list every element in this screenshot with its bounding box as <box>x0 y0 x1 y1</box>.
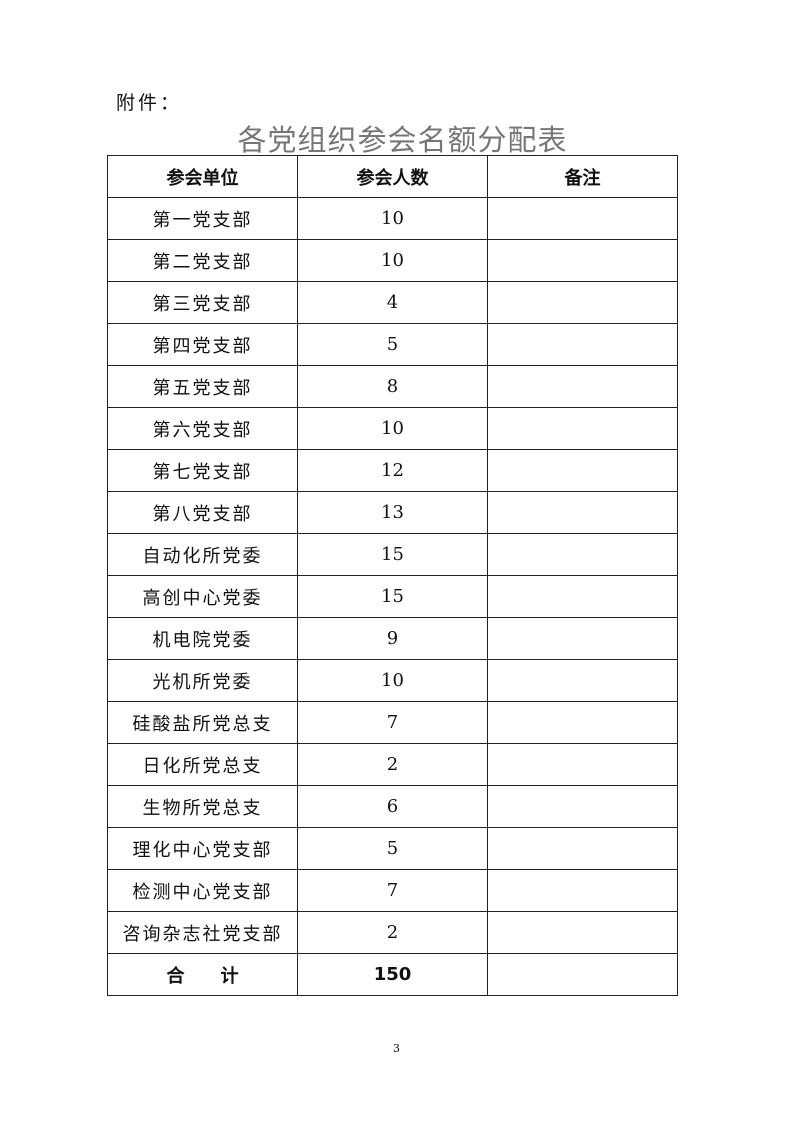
cell-note <box>487 743 678 786</box>
cell-count: 13 <box>297 491 488 534</box>
cell-count: 10 <box>297 197 488 240</box>
table-row: 检测中心党支部 7 <box>107 869 678 912</box>
cell-note <box>487 869 678 912</box>
quota-table: 参会单位 参会人数 备注 第一党支部 10 第二党支部 10 第三党支部 4 第四党支部 5 第… <box>107 155 678 996</box>
total-note <box>487 953 678 996</box>
header-unit: 参会单位 <box>107 155 298 198</box>
cell-note <box>487 323 678 366</box>
cell-unit: 第七党支部 <box>107 449 298 492</box>
cell-count: 7 <box>297 869 488 912</box>
cell-count: 9 <box>297 617 488 660</box>
table-row: 机电院党委 9 <box>107 617 678 660</box>
cell-note <box>487 197 678 240</box>
table-row: 日化所党总支 2 <box>107 743 678 786</box>
cell-note <box>487 827 678 870</box>
table-row: 第三党支部 4 <box>107 281 678 324</box>
table-row: 第六党支部 10 <box>107 407 678 450</box>
table-row: 第一党支部 10 <box>107 197 678 240</box>
cell-note <box>487 785 678 828</box>
cell-unit: 第三党支部 <box>107 281 298 324</box>
table-row: 生物所党总支 6 <box>107 785 678 828</box>
cell-count: 10 <box>297 407 488 450</box>
cell-unit: 自动化所党委 <box>107 533 298 576</box>
cell-unit: 生物所党总支 <box>107 785 298 828</box>
total-unit: 合 计 <box>107 953 298 996</box>
header-note: 备注 <box>487 155 678 198</box>
cell-note <box>487 365 678 408</box>
cell-count: 5 <box>297 323 488 366</box>
cell-unit: 第五党支部 <box>107 365 298 408</box>
table-row: 光机所党委 10 <box>107 659 678 702</box>
document-title: 各党组织参会名额分配表 <box>237 123 568 157</box>
table-row: 咨询杂志社党支部 2 <box>107 911 678 954</box>
cell-count: 5 <box>297 827 488 870</box>
table-row: 理化中心党支部 5 <box>107 827 678 870</box>
cell-count: 8 <box>297 365 488 408</box>
cell-unit: 咨询杂志社党支部 <box>107 911 298 954</box>
cell-unit: 检测中心党支部 <box>107 869 298 912</box>
table-body: 第一党支部 10 第二党支部 10 第三党支部 4 第四党支部 5 第五党支部 8 第六党支部 10 第… <box>107 197 678 996</box>
cell-note <box>487 701 678 744</box>
cell-count: 10 <box>297 239 488 282</box>
cell-note <box>487 491 678 534</box>
cell-unit: 理化中心党支部 <box>107 827 298 870</box>
table-row: 第五党支部 8 <box>107 365 678 408</box>
table-row: 硅酸盐所党总支 7 <box>107 701 678 744</box>
cell-unit: 第八党支部 <box>107 491 298 534</box>
header-count: 参会人数 <box>297 155 488 198</box>
cell-count: 4 <box>297 281 488 324</box>
cell-count: 12 <box>297 449 488 492</box>
cell-count: 2 <box>297 911 488 954</box>
cell-note <box>487 659 678 702</box>
page-number: 3 <box>393 1042 400 1055</box>
total-row: 合 计 150 <box>107 953 678 996</box>
cell-unit: 第一党支部 <box>107 197 298 240</box>
cell-unit: 日化所党总支 <box>107 743 298 786</box>
cell-unit: 第四党支部 <box>107 323 298 366</box>
table-row: 第二党支部 10 <box>107 239 678 282</box>
cell-note <box>487 281 678 324</box>
table-row: 第八党支部 13 <box>107 491 678 534</box>
table-row: 高创中心党委 15 <box>107 575 678 618</box>
cell-note <box>487 407 678 450</box>
total-count: 150 <box>297 953 488 996</box>
cell-count: 7 <box>297 701 488 744</box>
table-row: 自动化所党委 15 <box>107 533 678 576</box>
cell-count: 15 <box>297 575 488 618</box>
cell-note <box>487 575 678 618</box>
table-header-row: 参会单位 参会人数 备注 <box>107 155 678 198</box>
cell-note <box>487 449 678 492</box>
attachment-label: 附件： <box>116 92 183 114</box>
cell-unit: 机电院党委 <box>107 617 298 660</box>
table-row: 第四党支部 5 <box>107 323 678 366</box>
cell-count: 2 <box>297 743 488 786</box>
cell-note <box>487 617 678 660</box>
cell-unit: 第二党支部 <box>107 239 298 282</box>
cell-unit: 第六党支部 <box>107 407 298 450</box>
cell-note <box>487 239 678 282</box>
cell-note <box>487 533 678 576</box>
cell-unit: 硅酸盐所党总支 <box>107 701 298 744</box>
cell-count: 10 <box>297 659 488 702</box>
table-row: 第七党支部 12 <box>107 449 678 492</box>
cell-unit: 光机所党委 <box>107 659 298 702</box>
cell-note <box>487 911 678 954</box>
cell-count: 6 <box>297 785 488 828</box>
cell-count: 15 <box>297 533 488 576</box>
cell-unit: 高创中心党委 <box>107 575 298 618</box>
